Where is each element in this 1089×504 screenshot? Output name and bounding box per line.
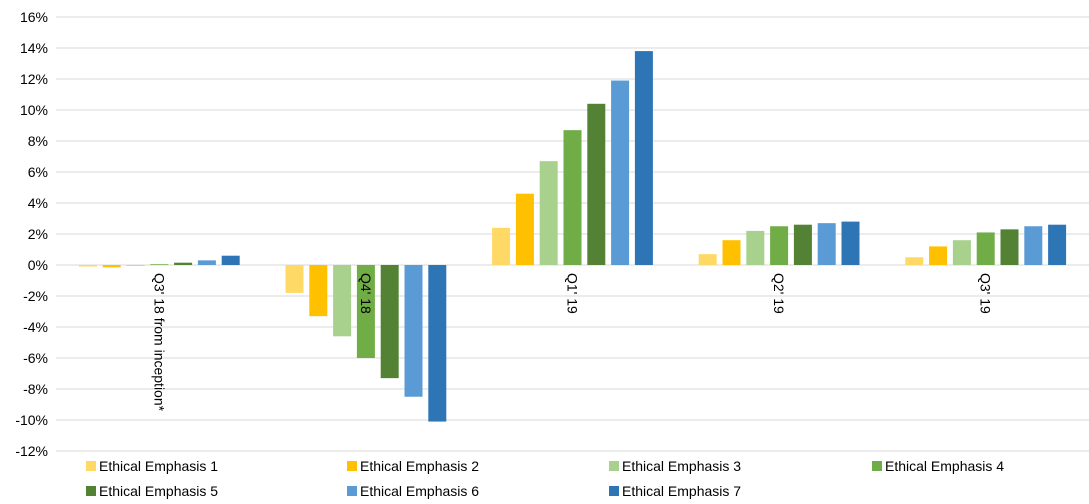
y-tick-label: 6%	[28, 164, 48, 180]
category-label: Q4' 18	[358, 273, 374, 314]
bar-series-1-cat-3	[492, 227, 511, 265]
bar-series-4-cat-2	[356, 265, 375, 358]
y-tick-label: -4%	[23, 319, 48, 335]
bar-series-5-cat-3	[587, 103, 606, 265]
y-axis-ticks: -12% -10% -8% -6% -4% -2% 0% 2% 4% 6% 8% 10% 12% 14% 1…	[15, 9, 48, 459]
y-tick-label: 16%	[20, 9, 48, 25]
bar-series-2-cat-3	[515, 193, 534, 265]
bar-series-1-cat-5	[905, 257, 924, 265]
y-tick-label: -10%	[15, 412, 48, 428]
bar-series-3-cat-5	[952, 240, 971, 265]
bar-series-3-cat-1	[126, 265, 145, 266]
bar-series-4-cat-3	[563, 130, 582, 265]
bar-series-4-cat-4	[770, 226, 789, 265]
bar-series-3-cat-4	[746, 230, 765, 265]
y-tick-label: 2%	[28, 226, 48, 242]
bar-series-6-cat-4	[817, 223, 836, 265]
y-tick-label: 12%	[20, 71, 48, 87]
legend-swatch	[609, 461, 619, 471]
bars	[78, 51, 1067, 422]
y-tick-label: -6%	[23, 350, 48, 366]
bar-series-4-cat-1	[150, 264, 169, 265]
legend-label: Ethical Emphasis 1	[99, 458, 218, 474]
legend-label: Ethical Emphasis 5	[99, 483, 218, 499]
legend-label: Ethical Emphasis 4	[885, 458, 1004, 474]
category-label: Q3' 18 from inception*	[151, 273, 167, 412]
y-tick-label: -12%	[15, 443, 48, 459]
category-label: Q1' 19	[565, 273, 581, 314]
legend-label: Ethical Emphasis 2	[360, 458, 479, 474]
bar-series-3-cat-2	[333, 265, 352, 337]
bar-series-5-cat-2	[380, 265, 399, 379]
bar-series-2-cat-4	[722, 240, 741, 265]
x-axis-categories: Q3' 18 from inception* Q4' 18 Q1' 19 Q2' 19…	[151, 273, 993, 412]
y-tick-label: -2%	[23, 288, 48, 304]
bar-series-6-cat-2	[404, 265, 423, 397]
bar-series-1-cat-2	[285, 265, 304, 293]
bar-series-5-cat-5	[1000, 229, 1019, 265]
y-tick-label: -8%	[23, 381, 48, 397]
legend-swatch	[609, 486, 619, 496]
bar-series-4-cat-5	[976, 232, 995, 265]
bar-series-1-cat-4	[698, 254, 717, 265]
y-tick-label: 10%	[20, 102, 48, 118]
y-tick-label: 0%	[28, 257, 48, 273]
legend-label: Ethical Emphasis 6	[360, 483, 479, 499]
bar-series-7-cat-2	[428, 265, 447, 422]
bar-series-1-cat-1	[78, 265, 97, 267]
legend-swatch	[86, 461, 96, 471]
bar-series-6-cat-5	[1024, 226, 1043, 265]
legend-label: Ethical Emphasis 3	[622, 458, 741, 474]
bar-series-3-cat-3	[539, 161, 558, 265]
bar-series-6-cat-3	[611, 80, 630, 265]
bar-series-7-cat-5	[1048, 224, 1067, 265]
legend-swatch	[872, 461, 882, 471]
bar-series-2-cat-2	[309, 265, 328, 317]
y-tick-label: 8%	[28, 133, 48, 149]
bar-series-5-cat-1	[174, 262, 193, 265]
y-tick-label: 14%	[20, 40, 48, 56]
category-label: Q2' 19	[771, 273, 787, 314]
legend-swatch	[347, 486, 357, 496]
legend: Ethical Emphasis 1 Ethical Emphasis 2 Ethi…	[86, 458, 1004, 499]
legend-label: Ethical Emphasis 7	[622, 483, 741, 499]
bar-series-6-cat-1	[197, 260, 216, 265]
gridlines	[56, 16, 1089, 452]
bar-series-5-cat-4	[793, 224, 812, 265]
bar-series-2-cat-5	[929, 246, 948, 265]
y-tick-label: 4%	[28, 195, 48, 211]
bar-series-7-cat-4	[841, 221, 860, 265]
category-label: Q3' 19	[978, 273, 994, 314]
legend-swatch	[347, 461, 357, 471]
bar-series-2-cat-1	[102, 265, 121, 268]
bar-series-7-cat-1	[221, 255, 240, 265]
bar-series-7-cat-3	[634, 51, 653, 265]
legend-swatch	[86, 486, 96, 496]
